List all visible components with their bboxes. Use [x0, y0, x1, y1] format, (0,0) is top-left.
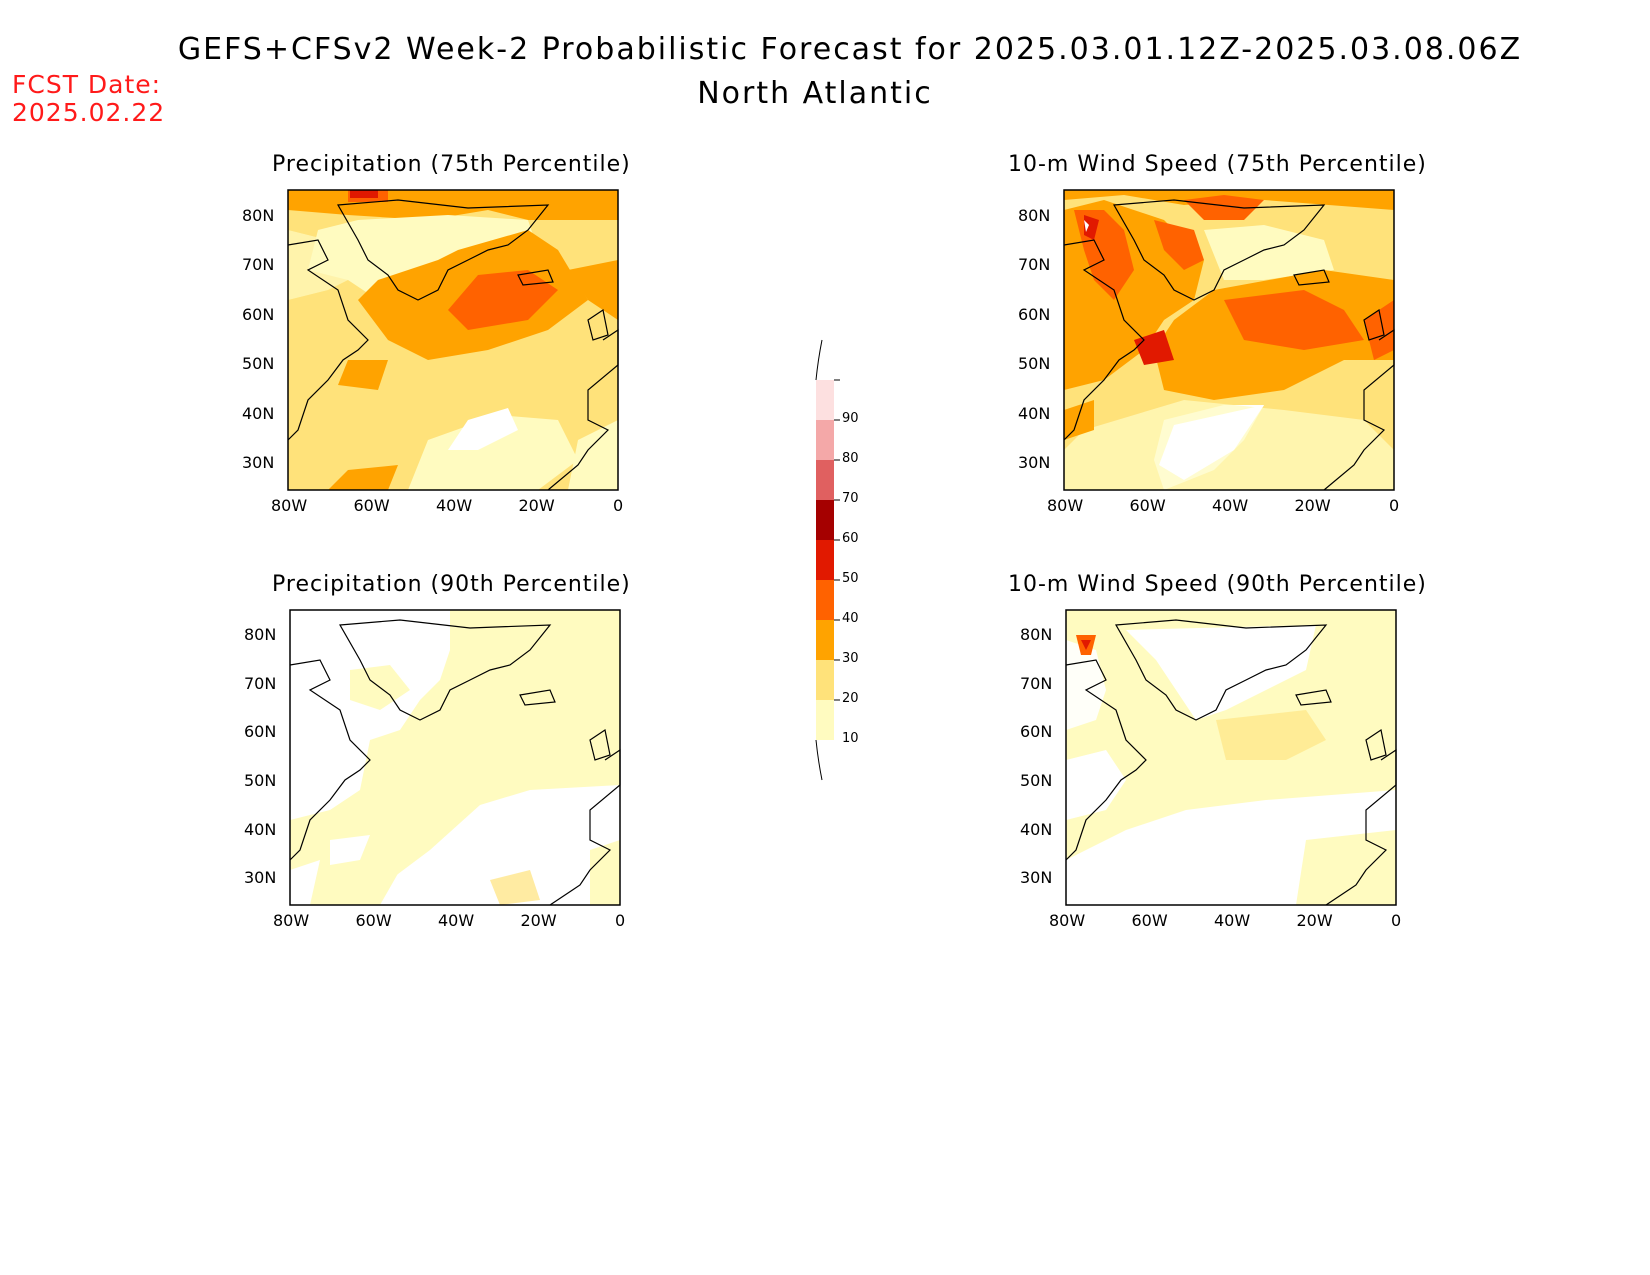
lat-tick-label: 50N: [1018, 354, 1051, 373]
lon-tick-label: 0: [1391, 911, 1402, 930]
lat-tick-label: 80N: [1020, 625, 1053, 645]
lat-tick-label: 70N: [242, 255, 275, 274]
colorbar-box: [816, 660, 834, 700]
colorbar-box: [816, 380, 834, 420]
lat-tick-label: 70N: [1018, 255, 1051, 274]
colorbar-box: [816, 620, 834, 660]
colorbar-box: [816, 540, 834, 580]
map-wind-90: [1065, 609, 1397, 906]
colorbar-box: [816, 420, 834, 460]
colorbar-box: [816, 700, 834, 740]
lat-tick-label: 30N: [242, 453, 275, 472]
colorbar-level-label: 10: [842, 731, 859, 746]
colorbar-level-label: 20: [842, 691, 859, 706]
map-wind-75: [1063, 189, 1395, 491]
lon-tick-label: 20W: [1296, 911, 1333, 930]
colorbar-level-label: 50: [842, 571, 859, 586]
lat-tick-label: 30N: [1020, 868, 1053, 888]
colorbar-level-label: 70: [842, 491, 859, 506]
colorbar: [815, 339, 840, 781]
lat-tick-label: 80N: [1018, 205, 1051, 225]
main-title: GEFS+CFSv2 Week-2 Probabilistic Forecast…: [177, 32, 1523, 67]
lon-tick-label: 80W: [1047, 496, 1084, 515]
lon-tick-label: 20W: [1294, 496, 1331, 515]
lon-tick-label: 80W: [271, 496, 308, 515]
lat-tick-label: 70N: [244, 673, 277, 693]
colorbar-level-label: 40: [842, 611, 859, 626]
lat-tick-label: 50N: [1020, 771, 1053, 791]
lat-tick-label: 30N: [1018, 453, 1051, 472]
fcst-date-value: 2025.02.22: [12, 98, 166, 127]
lat-tick-label: 60N: [244, 722, 277, 742]
lon-tick-label: 60W: [1129, 496, 1166, 515]
lat-tick-label: 70N: [1020, 673, 1053, 693]
panel-title: 10-m Wind Speed (75th Percentile): [1008, 152, 1427, 177]
colorbar-tip-bottom: [815, 739, 823, 781]
lon-tick-label: 40W: [1212, 496, 1249, 515]
lat-tick-label: 60N: [1018, 304, 1051, 324]
lon-tick-label: 60W: [355, 911, 392, 930]
panel-title: Precipitation (75th Percentile): [272, 152, 631, 177]
colorbar-box: [816, 580, 834, 620]
colorbar-box: [816, 500, 834, 540]
lon-tick-label: 0: [613, 496, 624, 515]
lon-tick-label: 40W: [438, 911, 475, 930]
lon-tick-label: 60W: [1131, 911, 1168, 930]
region-subtitle: North Atlantic: [697, 76, 933, 111]
colorbar-level-label: 80: [842, 451, 859, 466]
lon-tick-label: 0: [1389, 496, 1400, 515]
lat-tick-label: 80N: [244, 625, 277, 645]
colorbar-level-label: 90: [842, 411, 859, 426]
panel-title: Precipitation (90th Percentile): [272, 572, 631, 597]
colorbar-level-label: 30: [842, 651, 859, 666]
lon-tick-label: 40W: [436, 496, 473, 515]
lon-tick-label: 80W: [273, 911, 310, 930]
lon-tick-label: 20W: [520, 911, 557, 930]
lat-tick-label: 80N: [242, 205, 275, 225]
lat-tick-label: 50N: [244, 771, 277, 791]
lat-tick-label: 40N: [1018, 403, 1051, 423]
lat-tick-label: 60N: [1020, 722, 1053, 742]
lat-tick-label: 40N: [244, 819, 277, 839]
map-precip-75: [287, 189, 619, 491]
panel-title: 10-m Wind Speed (90th Percentile): [1008, 572, 1427, 597]
lat-tick-label: 30N: [244, 868, 277, 888]
lat-tick-label: 60N: [242, 304, 275, 324]
map-precip-90: [289, 609, 621, 906]
lon-tick-label: 0: [615, 911, 626, 930]
lon-tick-label: 80W: [1049, 911, 1086, 930]
colorbar-box: [816, 460, 834, 500]
lat-tick-label: 40N: [1020, 819, 1053, 839]
lat-tick-label: 50N: [242, 354, 275, 373]
lon-tick-label: 40W: [1214, 911, 1251, 930]
lon-tick-label: 20W: [518, 496, 555, 515]
colorbar-tip-top: [815, 339, 823, 381]
lon-tick-label: 60W: [353, 496, 390, 515]
lat-tick-label: 40N: [242, 403, 275, 423]
colorbar-level-label: 60: [842, 531, 859, 546]
fcst-date-label: FCST Date:: [12, 70, 162, 99]
